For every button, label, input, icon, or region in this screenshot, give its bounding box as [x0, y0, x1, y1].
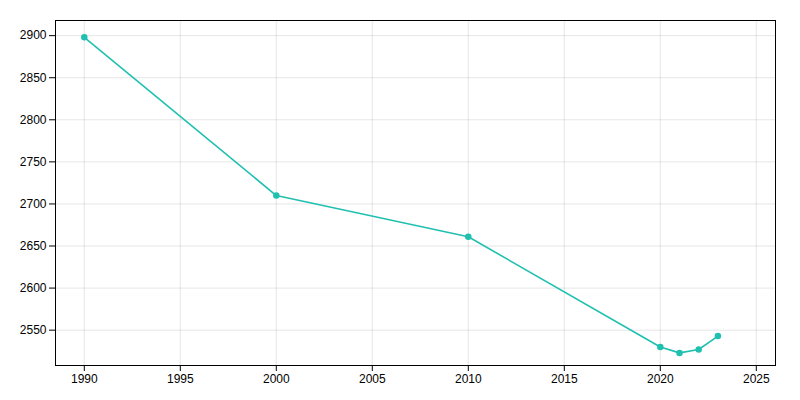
svg-text:2850: 2850 — [20, 71, 47, 85]
svg-text:2700: 2700 — [20, 197, 47, 211]
svg-text:2010: 2010 — [455, 372, 482, 386]
svg-text:2750: 2750 — [20, 155, 47, 169]
svg-text:2900: 2900 — [20, 28, 47, 42]
svg-text:1995: 1995 — [167, 372, 194, 386]
svg-text:2020: 2020 — [647, 372, 674, 386]
svg-text:1990: 1990 — [71, 372, 98, 386]
svg-text:2600: 2600 — [20, 281, 47, 295]
svg-text:2025: 2025 — [743, 372, 770, 386]
svg-text:2015: 2015 — [551, 372, 578, 386]
svg-text:2650: 2650 — [20, 239, 47, 253]
svg-text:2800: 2800 — [20, 113, 47, 127]
svg-text:2550: 2550 — [20, 323, 47, 337]
svg-text:2000: 2000 — [263, 372, 290, 386]
svg-text:2005: 2005 — [359, 372, 386, 386]
